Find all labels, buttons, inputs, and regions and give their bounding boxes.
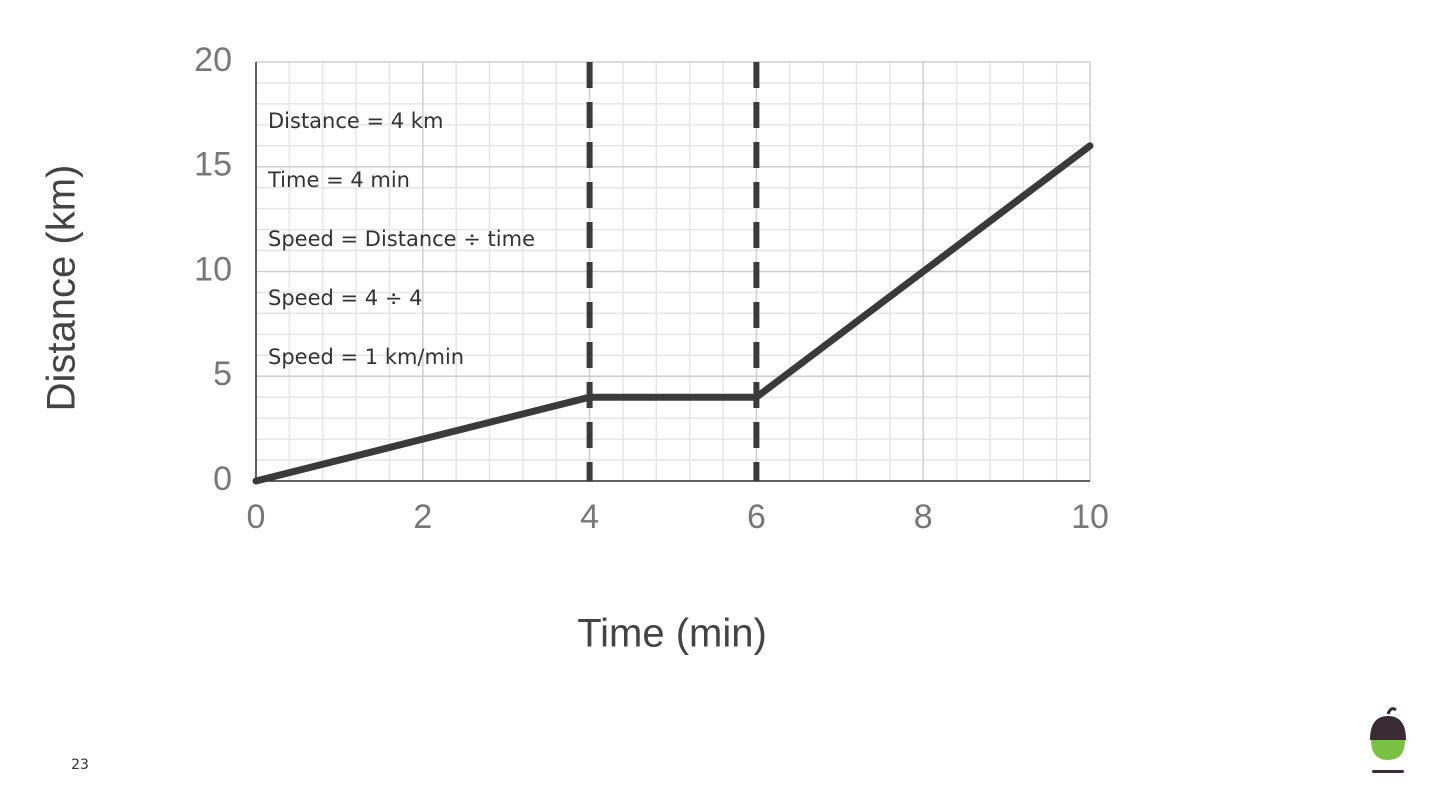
x-tick-label: 2 <box>413 498 432 536</box>
annotation: Speed = 1 km/min <box>268 345 464 369</box>
annotation: Time = 4 min <box>267 168 410 192</box>
page-number: 23 <box>71 757 89 773</box>
y-tick-label: 20 <box>194 41 232 79</box>
x-tick-label: 8 <box>914 498 933 536</box>
y-tick-label: 10 <box>194 250 232 288</box>
data-line <box>252 142 1094 485</box>
y-axis-title: Distance (km) <box>40 165 84 412</box>
annotation: Speed = Distance ÷ time <box>268 227 535 251</box>
x-tick-label: 0 <box>247 498 266 536</box>
annotation: Speed = 4 ÷ 4 <box>268 286 422 310</box>
logo <box>1370 707 1406 773</box>
y-tick-label: 0 <box>213 460 232 498</box>
annotation: Distance = 4 km <box>268 109 443 133</box>
x-tick-label: 6 <box>747 498 766 536</box>
x-tick-label: 4 <box>580 498 599 536</box>
x-tick-label: 10 <box>1071 498 1109 536</box>
y-tick-label: 15 <box>194 146 232 184</box>
y-tick-label: 5 <box>213 355 232 393</box>
x-axis-title: Time (min) <box>577 612 767 656</box>
